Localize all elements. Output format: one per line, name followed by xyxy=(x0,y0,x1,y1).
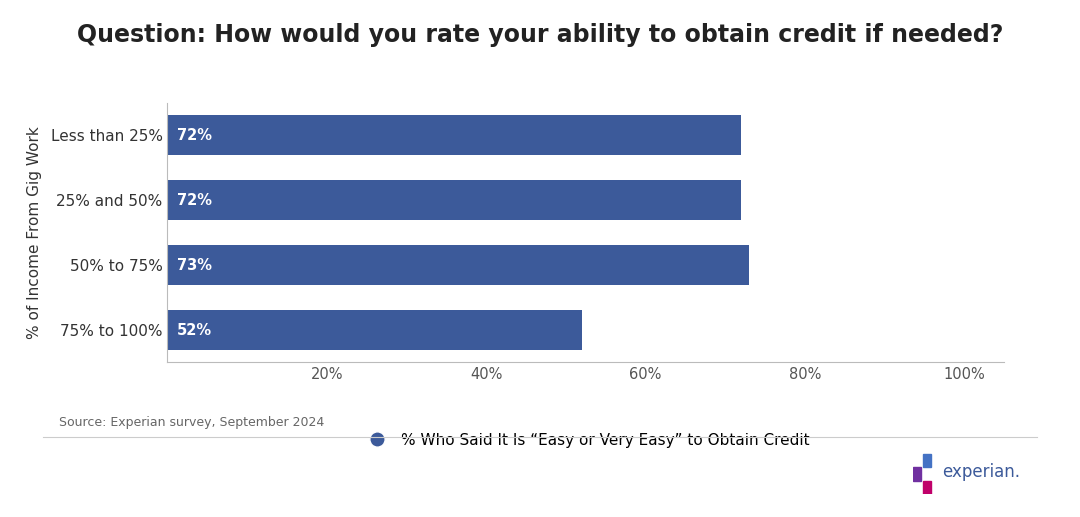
Text: 72%: 72% xyxy=(177,128,212,143)
Bar xyxy=(167,115,741,156)
Bar xyxy=(922,481,931,494)
Bar xyxy=(167,245,750,285)
Bar xyxy=(922,454,931,467)
Text: experian.: experian. xyxy=(942,463,1020,480)
Bar xyxy=(913,467,920,481)
Text: Question: How would you rate your ability to obtain credit if needed?: Question: How would you rate your abilit… xyxy=(77,23,1003,47)
Text: Source: Experian survey, September 2024: Source: Experian survey, September 2024 xyxy=(59,416,325,429)
Legend: % Who Said It Is “Easy or Very Easy” to Obtain Credit: % Who Said It Is “Easy or Very Easy” to … xyxy=(355,427,816,453)
Bar xyxy=(167,310,582,350)
Text: 52%: 52% xyxy=(177,323,212,338)
Bar xyxy=(167,180,741,220)
Text: 72%: 72% xyxy=(177,193,212,208)
Y-axis label: % of Income From Gig Work: % of Income From Gig Work xyxy=(27,126,42,339)
Text: 73%: 73% xyxy=(177,257,212,272)
